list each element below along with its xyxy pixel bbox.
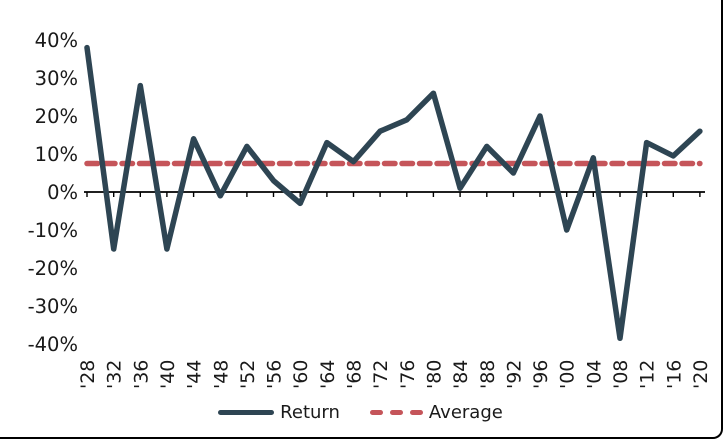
legend-label-return: Return xyxy=(280,401,340,423)
x-tick-label: '52 xyxy=(237,360,259,389)
legend-item-return: Return xyxy=(218,402,340,423)
y-tick-label: -40% xyxy=(28,333,78,356)
y-tick-label: 20% xyxy=(35,105,78,128)
return-line xyxy=(84,44,703,342)
x-tick-label: '08 xyxy=(610,360,632,389)
x-tick-label: '68 xyxy=(344,360,366,389)
x-tick-label: '84 xyxy=(450,360,472,389)
dash-segment xyxy=(409,409,423,415)
x-tick-label: '56 xyxy=(264,360,286,389)
x-tick-label: '92 xyxy=(503,360,525,389)
x-tick-label: '12 xyxy=(637,360,659,389)
x-tick-label: '36 xyxy=(130,360,152,389)
y-tick-label: 30% xyxy=(35,67,78,90)
x-tick-label: '28 xyxy=(77,360,99,389)
x-tick-label: '76 xyxy=(397,360,419,389)
y-tick-label: -10% xyxy=(28,219,78,242)
y-tick-label: 0% xyxy=(47,181,78,204)
average-line-swatch xyxy=(369,409,423,415)
x-axis-labels: '28'32'36'40'44'48'52'56'60'64'68'72'76 '… xyxy=(77,360,712,389)
x-tick-label: '80 xyxy=(423,360,445,389)
x-tick-label: '32 xyxy=(104,360,126,389)
y-tick-label: -30% xyxy=(28,295,78,318)
chart-legend: Return Average xyxy=(0,399,721,425)
legend-label-average: Average xyxy=(428,401,503,423)
x-tick-label: '00 xyxy=(557,360,579,389)
x-tick-label: '04 xyxy=(583,360,605,389)
legend-item-average: Average xyxy=(369,401,503,423)
x-tick-label: '72 xyxy=(370,360,392,389)
dash-segment xyxy=(389,409,403,415)
x-tick-label: '88 xyxy=(477,360,499,389)
y-tick-label: -20% xyxy=(28,257,78,280)
x-tick-label: '40 xyxy=(157,360,179,389)
x-tick-label: '60 xyxy=(290,360,312,389)
x-tick-label: '44 xyxy=(184,360,206,389)
dash-segment xyxy=(369,409,383,415)
x-tick-label: '48 xyxy=(210,360,232,389)
y-axis-labels: 40% 30% 20% 10% 0% -10% -20% -30% -40% xyxy=(28,29,78,356)
x-tick-label: '20 xyxy=(690,360,712,389)
x-tick-label: '64 xyxy=(317,360,339,389)
return-line-swatch xyxy=(218,409,275,415)
y-tick-label: 10% xyxy=(35,143,78,166)
x-tick-label: '96 xyxy=(530,360,552,389)
x-tick-label: '16 xyxy=(663,360,685,389)
y-tick-label: 40% xyxy=(35,29,78,52)
